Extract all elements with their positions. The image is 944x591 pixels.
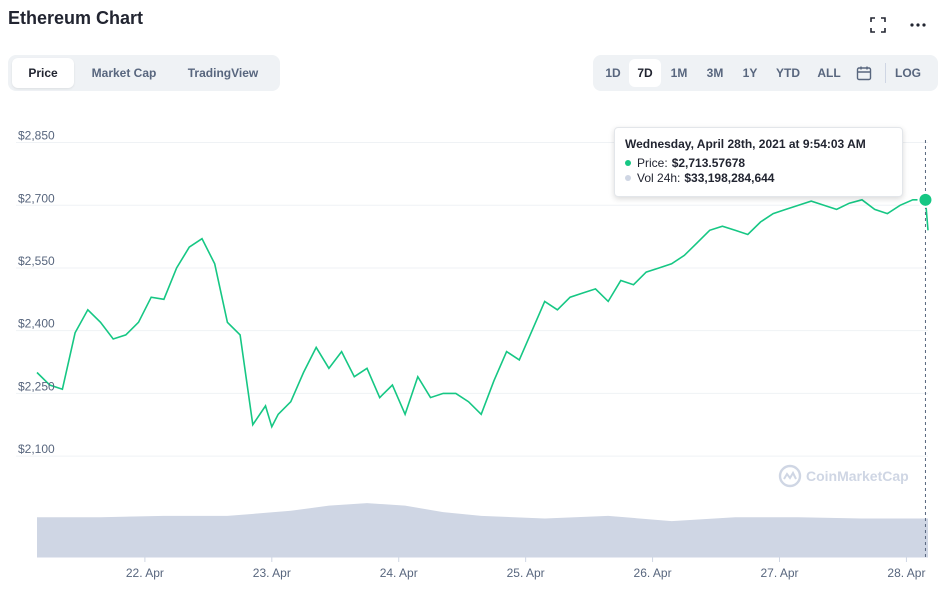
tab-market-cap[interactable]: Market Cap — [91, 66, 157, 80]
x-tick-label: 25. Apr — [507, 566, 545, 580]
hover-point — [917, 191, 934, 208]
watermark-text: CoinMarketCap — [806, 468, 909, 484]
y-tick-label: $2,250 — [18, 379, 55, 393]
price-dot-icon — [625, 159, 631, 166]
range-all[interactable]: ALL — [817, 66, 841, 80]
range-1d[interactable]: 1D — [605, 66, 621, 80]
y-tick-label: $2,100 — [18, 442, 55, 456]
price-tooltip: Wednesday, April 28th, 2021 at 9:54:03 A… — [614, 127, 903, 197]
tab-tradingview[interactable]: TradingView — [187, 66, 259, 80]
chart-type-tabs: Price Market Cap TradingView — [8, 55, 280, 91]
x-tick-label: 28. Apr — [887, 566, 925, 580]
x-tick-label: 22. Apr — [126, 566, 164, 580]
fullscreen-icon[interactable] — [867, 14, 889, 36]
tooltip-volume-row: Vol 24h: $33,198,284,644 — [625, 170, 892, 185]
y-tick-label: $2,850 — [18, 129, 55, 143]
x-tick-label: 27. Apr — [760, 566, 798, 580]
tooltip-price-value: $2,713.57678 — [671, 155, 746, 170]
range-ytd[interactable]: YTD — [776, 66, 800, 80]
tooltip-price-row: Price: $2,713.57678 — [625, 155, 892, 170]
more-icon[interactable] — [907, 14, 929, 36]
tooltip-volume-value: $33,198,284,644 — [684, 170, 775, 185]
y-tick-label: $2,550 — [18, 254, 55, 268]
tooltip-volume-label: Vol 24h: — [637, 170, 681, 185]
range-7d[interactable]: 7D — [629, 59, 661, 87]
x-tick-label: 24. Apr — [380, 566, 418, 580]
x-tick-label: 26. Apr — [634, 566, 672, 580]
y-tick-label: $2,700 — [18, 191, 55, 205]
volume-dot-icon — [625, 174, 631, 181]
coinmarketcap-logo-icon — [778, 464, 802, 488]
y-tick-label: $2,400 — [18, 317, 55, 331]
log-toggle[interactable]: LOG — [895, 66, 921, 80]
range-3m[interactable]: 3M — [706, 66, 724, 80]
range-1m[interactable]: 1M — [670, 66, 688, 80]
range-1y[interactable]: 1Y — [742, 66, 758, 80]
range-divider — [885, 63, 886, 83]
calendar-icon[interactable] — [849, 59, 879, 87]
page-title: Ethereum Chart — [8, 8, 144, 28]
tab-price[interactable]: Price — [12, 58, 74, 88]
tooltip-date: Wednesday, April 28th, 2021 at 9:54:03 A… — [625, 137, 866, 151]
time-range-selector: 1D 7D 1M 3M 1Y YTD ALL LOG — [593, 55, 938, 91]
price-line — [36, 198, 929, 429]
volume-area — [37, 503, 928, 557]
tooltip-price-label: Price: — [637, 155, 668, 170]
x-tick-label: 23. Apr — [253, 566, 291, 580]
coinmarketcap-watermark: CoinMarketCap — [778, 464, 909, 488]
